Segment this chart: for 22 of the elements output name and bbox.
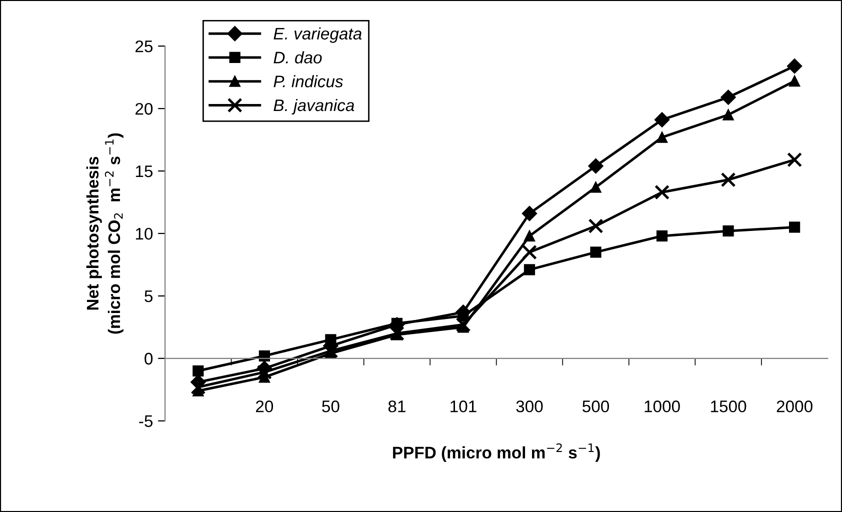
x-tick-label: 2000 bbox=[776, 400, 812, 412]
legend-label: D. dao bbox=[274, 51, 322, 64]
y-tick-label: 0 bbox=[144, 352, 153, 365]
x-tick-label: 101 bbox=[450, 400, 476, 412]
x-tick-label: 20 bbox=[256, 400, 274, 412]
y-tick-label: -5 bbox=[139, 415, 153, 428]
legend-label: E. variegata bbox=[274, 27, 362, 43]
x-tick-label: 1000 bbox=[644, 400, 680, 412]
y-tick-label: 10 bbox=[136, 228, 153, 240]
x-tick-label: 300 bbox=[516, 400, 543, 412]
y-tick-label: 25 bbox=[136, 40, 153, 52]
x-tick-label: 50 bbox=[322, 400, 340, 412]
y-tick-label: 5 bbox=[144, 290, 153, 302]
x-tick-label: 500 bbox=[582, 400, 610, 412]
x-tick-label: 1500 bbox=[711, 400, 746, 412]
y-tick-label: 20 bbox=[136, 102, 153, 115]
legend-label: B. javanica bbox=[274, 98, 354, 114]
legend-label: P. indicus bbox=[274, 75, 343, 88]
y-axis-title: Net photosynthesis (micro mol CO$_{2}$ m$^{−2}$ s$^{−1}$) bbox=[86, 133, 124, 334]
y-tick-label: 15 bbox=[136, 166, 153, 178]
x-tick-label: 81 bbox=[388, 400, 406, 412]
x-axis-title: PPFD (micro mol m$^{−2}$ s$^{−1}$) bbox=[393, 443, 600, 462]
